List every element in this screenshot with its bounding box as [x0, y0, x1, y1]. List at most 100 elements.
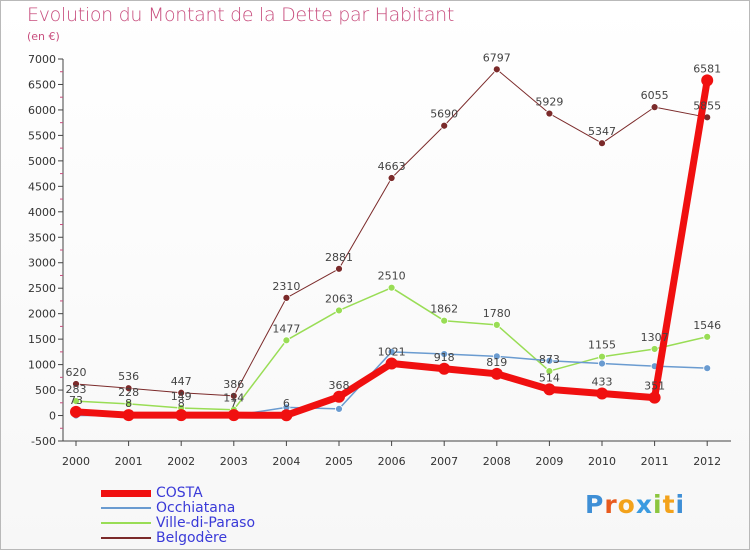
x-tick-label: 2005	[325, 455, 353, 468]
data-point	[122, 409, 135, 422]
legend-swatch	[101, 537, 151, 539]
data-point	[440, 121, 449, 130]
data-point	[387, 347, 396, 356]
data-point	[440, 316, 449, 325]
data-label: 5855	[693, 99, 721, 112]
data-label: 2310	[272, 280, 300, 293]
data-point	[492, 352, 501, 361]
unit-label: (en €)	[27, 30, 60, 43]
data-label: 5347	[588, 125, 616, 138]
data-point	[545, 356, 554, 365]
axes: -500 0 500 1000 1500 2000 2500 3000 3500 4000 4500…	[28, 53, 731, 468]
data-label: 447	[171, 375, 192, 388]
data-label: 8	[125, 397, 132, 410]
x-tick-label: 2000	[62, 455, 90, 468]
data-point	[545, 109, 554, 118]
x-tick-label: 2002	[167, 455, 195, 468]
legend-swatch	[101, 522, 151, 524]
series-belgod-re	[72, 65, 712, 400]
y-tick-label: 7000	[28, 53, 56, 66]
x-tick-label: 2011	[641, 455, 669, 468]
y-tick-label: 3500	[28, 231, 56, 244]
data-label: 351	[644, 380, 665, 393]
x-tick-label: 2001	[115, 455, 143, 468]
data-point	[124, 384, 133, 393]
data-point	[229, 391, 238, 400]
data-point	[387, 283, 396, 292]
data-point	[703, 364, 712, 373]
data-point	[282, 293, 291, 302]
data-label: 6797	[483, 51, 511, 64]
data-point	[650, 103, 659, 112]
data-label: 1021	[378, 346, 406, 359]
data-label: 514	[539, 371, 560, 384]
y-tick-label: 500	[35, 384, 56, 397]
x-tick-label: 2003	[220, 455, 248, 468]
data-label: 433	[592, 375, 613, 388]
data-point	[124, 400, 133, 408]
y-tick-label: 0	[49, 410, 56, 423]
data-label: 2881	[325, 251, 353, 264]
y-tick-label: 2000	[28, 308, 56, 321]
legend-swatch	[101, 507, 151, 509]
y-tick-label: 1500	[28, 333, 56, 346]
data-label: 8	[178, 397, 185, 410]
data-label: 368	[329, 379, 350, 392]
data-point	[703, 332, 712, 341]
series-layer	[70, 65, 714, 422]
logo-letter: i	[675, 490, 686, 519]
x-tick-label: 2006	[378, 455, 406, 468]
series-costa	[70, 74, 714, 422]
data-label: 2510	[378, 270, 406, 283]
data-label: 918	[434, 351, 455, 364]
data-point	[440, 350, 449, 358]
legend-label: Occhiatana	[156, 500, 236, 516]
data-label: 228	[118, 386, 139, 399]
y-tick-label: 1000	[28, 359, 56, 372]
data-label: 4663	[378, 160, 406, 173]
legend-swatch	[101, 490, 151, 497]
logo-letter: t	[662, 490, 676, 519]
data-point	[175, 409, 188, 422]
data-point	[282, 336, 291, 345]
y-tick-label: 5000	[28, 155, 56, 168]
data-labels: 620 536 447 386 2310 2881 4663 5690 6797 5929 5347…	[66, 51, 722, 410]
logo-letter: x	[635, 490, 653, 519]
y-tick-label: 2500	[28, 282, 56, 295]
data-point	[598, 359, 606, 368]
data-label: 149	[171, 390, 192, 403]
x-tick-label: 2010	[588, 455, 616, 468]
data-point	[543, 383, 556, 396]
data-label: 1546	[693, 319, 721, 332]
proxiti-logo: Proxiti	[585, 490, 685, 519]
data-label: 536	[118, 370, 139, 383]
y-tick-label: 4500	[28, 180, 56, 193]
x-tick-label: 2007	[430, 455, 458, 468]
y-tick-label: 5500	[28, 129, 56, 142]
data-point	[701, 74, 714, 87]
data-label: 620	[66, 366, 87, 379]
logo-letter: i	[653, 490, 663, 519]
data-point	[598, 139, 606, 148]
data-point	[490, 367, 503, 380]
data-label: 819	[486, 356, 507, 369]
data-point	[280, 409, 293, 422]
data-point	[648, 391, 661, 404]
y-tick-label: 4000	[28, 206, 56, 219]
data-label: 386	[223, 378, 244, 391]
data-point	[598, 352, 606, 361]
x-tick-label: 2009	[535, 455, 563, 468]
data-label: 1307	[641, 331, 669, 344]
chart-title: Evolution du Montant de la Dette par Hab…	[27, 4, 455, 26]
data-label: 1155	[588, 339, 616, 352]
data-point	[492, 65, 501, 74]
data-label: 873	[539, 353, 560, 366]
data-label: 1477	[272, 322, 300, 335]
data-label: 6581	[693, 62, 721, 75]
data-point	[227, 409, 240, 422]
logo-letter: P	[585, 490, 605, 519]
data-label: 6	[283, 397, 290, 410]
data-point	[70, 405, 82, 418]
data-label: 5929	[535, 96, 563, 109]
